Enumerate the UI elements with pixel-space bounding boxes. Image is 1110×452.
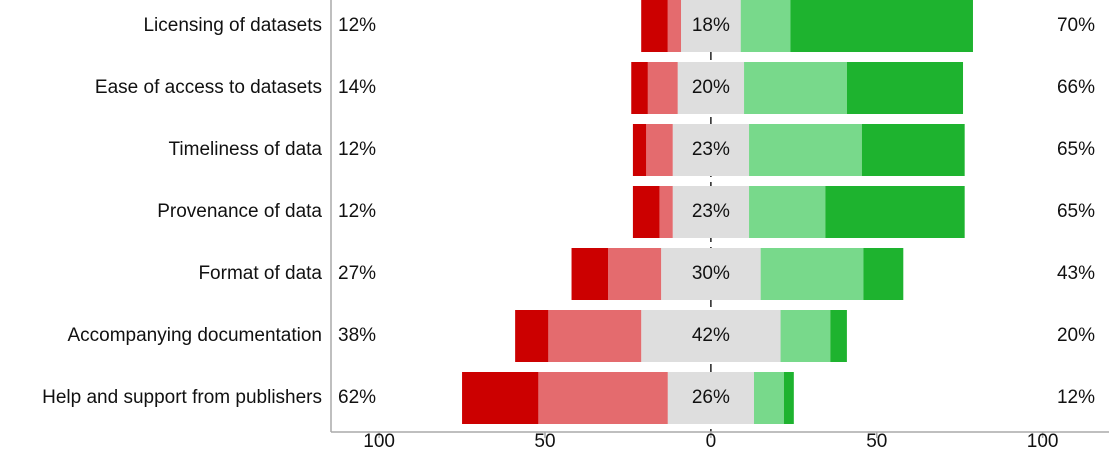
bar-segment — [647, 62, 678, 114]
x-tick-label: 50 — [866, 431, 887, 452]
bar-segment — [830, 310, 847, 362]
x-tick-label: 100 — [363, 431, 395, 452]
bar-segment — [548, 310, 642, 362]
bar-segment — [462, 372, 539, 424]
bar-segment — [515, 310, 549, 362]
left-total-label: 12% — [338, 201, 376, 222]
bar-segment — [641, 0, 668, 52]
x-tick-label: 100 — [1027, 431, 1059, 452]
left-total-label: 12% — [338, 139, 376, 160]
right-total-label: 12% — [1057, 387, 1095, 408]
bar-segment — [571, 248, 609, 300]
bar-segment — [780, 310, 831, 362]
bar-segment — [861, 124, 965, 176]
left-total-label: 62% — [338, 387, 376, 408]
neutral-label: 26% — [692, 387, 730, 408]
left-total-label: 27% — [338, 263, 376, 284]
right-total-label: 70% — [1057, 15, 1095, 36]
bar-segment — [749, 124, 862, 176]
neutral-label: 18% — [692, 15, 730, 36]
bar-segment — [659, 186, 673, 238]
x-tick-label: 50 — [534, 431, 555, 452]
bar-segment — [749, 186, 826, 238]
neutral-label: 42% — [692, 325, 730, 346]
bar-segment — [667, 0, 682, 52]
bar-segment — [760, 248, 864, 300]
right-total-label: 65% — [1057, 201, 1095, 222]
bar-segment — [681, 0, 741, 52]
neutral-label: 20% — [692, 77, 730, 98]
left-total-label: 12% — [338, 15, 376, 36]
bar-segment — [661, 248, 761, 300]
right-total-label: 65% — [1057, 139, 1095, 160]
bar-segment — [754, 372, 784, 424]
left-total-label: 38% — [338, 325, 376, 346]
bar-segment — [631, 62, 648, 114]
bar-segment — [744, 62, 847, 114]
category-label: Format of data — [198, 263, 322, 284]
bar-segment — [608, 248, 662, 300]
bar-segment — [783, 372, 794, 424]
neutral-label: 23% — [692, 139, 730, 160]
category-label: Accompanying documentation — [67, 325, 322, 346]
x-tick-label: 0 — [706, 431, 717, 452]
right-total-label: 43% — [1057, 263, 1095, 284]
bar-segment — [646, 124, 673, 176]
bar-segment — [863, 248, 904, 300]
right-total-label: 20% — [1057, 325, 1095, 346]
bar-segment — [632, 124, 647, 176]
bar-segment — [790, 0, 973, 52]
left-total-label: 14% — [338, 77, 376, 98]
category-label: Ease of access to datasets — [95, 77, 322, 98]
category-label: Help and support from publishers — [42, 387, 322, 408]
bar-segment — [672, 124, 750, 176]
bar-segment — [641, 310, 781, 362]
bar-segment — [740, 0, 791, 52]
bar-segment — [677, 62, 745, 114]
neutral-label: 23% — [692, 201, 730, 222]
bar-segment — [846, 62, 964, 114]
bar-segment — [825, 186, 965, 238]
category-label: Licensing of datasets — [143, 15, 322, 36]
bar-segment — [632, 186, 660, 238]
right-total-label: 66% — [1057, 77, 1095, 98]
category-label: Timeliness of data — [169, 139, 323, 160]
bar-segment — [672, 186, 750, 238]
bar-segment — [538, 372, 668, 424]
bar-segment — [667, 372, 755, 424]
neutral-label: 30% — [692, 263, 730, 284]
category-label: Provenance of data — [157, 201, 322, 222]
